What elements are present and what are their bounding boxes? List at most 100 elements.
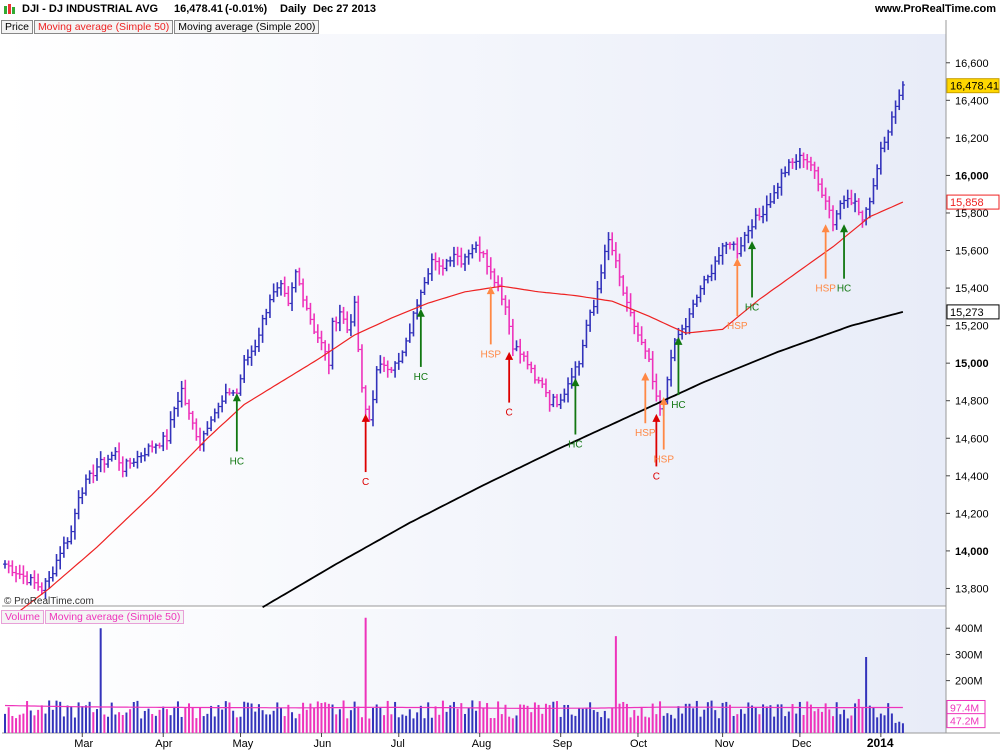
volume-value-badge: 47.2M	[946, 713, 986, 729]
price-bar	[411, 311, 416, 337]
price-bar	[227, 388, 232, 396]
price-bar	[279, 280, 283, 296]
legend-ma200[interactable]: Moving average (Simple 200)	[174, 20, 320, 34]
price-bar	[889, 111, 894, 136]
signal-label: HC	[837, 284, 851, 295]
svg-text:15,858: 15,858	[950, 197, 984, 209]
watermark-text: © ProRealTime.com	[4, 596, 94, 607]
price-bar	[698, 285, 703, 303]
price-bar	[359, 344, 364, 393]
price-bar	[831, 205, 835, 232]
price-bar	[17, 564, 22, 580]
price-bar	[654, 373, 659, 402]
price-bar	[543, 378, 548, 398]
price-bar	[106, 454, 111, 468]
price-bar	[507, 299, 512, 335]
price-bar	[102, 456, 107, 473]
price-bar	[632, 310, 637, 335]
price-bar	[242, 355, 247, 383]
price-bar	[897, 89, 902, 111]
price-bar	[319, 330, 324, 351]
price-bar	[120, 456, 125, 478]
signal-label: C	[653, 471, 660, 482]
price-bar	[827, 196, 832, 219]
price-bar	[36, 573, 41, 591]
price-bar	[691, 299, 696, 318]
signal-hc-arrow: HC	[568, 378, 583, 451]
price-bar	[124, 458, 129, 477]
price-bar	[794, 154, 799, 170]
chart-header: DJI - DJ INDUSTRIAL AVG 16,478.41 (-0.01…	[0, 0, 1000, 20]
price-bar	[739, 237, 743, 257]
signal-label: HSP	[727, 321, 748, 332]
price-bar	[812, 161, 817, 179]
volume-tick-label: 400M	[955, 623, 983, 635]
price-bar	[14, 565, 19, 583]
price-bar	[238, 374, 243, 396]
price-bar	[753, 208, 758, 230]
price-bar	[301, 278, 306, 308]
price-bar	[764, 195, 769, 222]
last-price: 16,478.41	[174, 3, 223, 15]
price-bar	[50, 566, 55, 582]
price-bar	[485, 249, 490, 275]
price-bar	[334, 316, 339, 332]
price-bar	[65, 537, 70, 550]
price-legend: Price Moving average (Simple 50) Moving …	[1, 20, 320, 34]
price-bar	[440, 259, 445, 276]
price-bar	[32, 570, 37, 590]
price-bar	[746, 225, 751, 244]
price-bar	[25, 571, 30, 586]
price-bar	[80, 487, 85, 505]
price-bar	[647, 348, 651, 363]
svg-text:15,273: 15,273	[950, 307, 984, 319]
x-tick-label: Sep	[553, 738, 573, 750]
price-bar	[492, 268, 497, 288]
price-bar	[488, 257, 493, 280]
price-bar	[558, 393, 563, 409]
date-label: Dec 27 2013	[313, 3, 376, 15]
volume-ma-badge: 97.4M	[946, 699, 986, 715]
price-bar	[91, 464, 96, 484]
price-bar	[348, 314, 353, 337]
legend-price[interactable]: Price	[1, 20, 33, 34]
price-change: (-0.01%)	[225, 3, 268, 15]
legend-volume[interactable]: Volume	[1, 610, 45, 624]
signal-hsp-arrow: HSP	[635, 372, 656, 439]
price-bar	[385, 360, 390, 378]
price-tick-label: 16,000	[955, 170, 989, 182]
price-bar	[643, 339, 648, 359]
price-bar	[842, 195, 847, 209]
price-bar	[249, 345, 254, 366]
price-bar	[389, 366, 394, 374]
price-bar	[54, 554, 59, 577]
price-bar	[282, 276, 287, 297]
price-bar	[521, 351, 526, 362]
price-bar	[613, 242, 618, 269]
price-tick-label: 15,200	[955, 321, 989, 333]
site-link[interactable]: www.ProRealTime.com	[875, 3, 997, 15]
price-bar	[76, 490, 81, 520]
price-bar	[599, 264, 604, 294]
price-bar	[584, 319, 589, 348]
price-bar	[532, 364, 537, 384]
price-bar	[286, 286, 291, 307]
legend-ma50[interactable]: Moving average (Simple 50)	[33, 20, 174, 34]
price-bar	[83, 474, 88, 496]
price-bar	[264, 308, 269, 326]
price-bar	[323, 340, 328, 361]
price-bar	[635, 322, 640, 342]
legend-volume-ma[interactable]: Moving average (Simple 50)	[45, 610, 185, 624]
price-bar	[628, 293, 633, 317]
price-tick-label: 14,800	[955, 396, 989, 408]
price-bar	[735, 237, 740, 259]
price-bar	[757, 207, 762, 221]
signal-hsp-arrow: HSP	[727, 258, 748, 332]
price-bar	[702, 275, 707, 295]
price-bar	[742, 231, 747, 252]
signal-label: HC	[745, 302, 759, 313]
price-bar	[566, 377, 571, 403]
price-tick-label: 16,400	[955, 95, 989, 107]
signal-label: HC	[671, 400, 685, 411]
